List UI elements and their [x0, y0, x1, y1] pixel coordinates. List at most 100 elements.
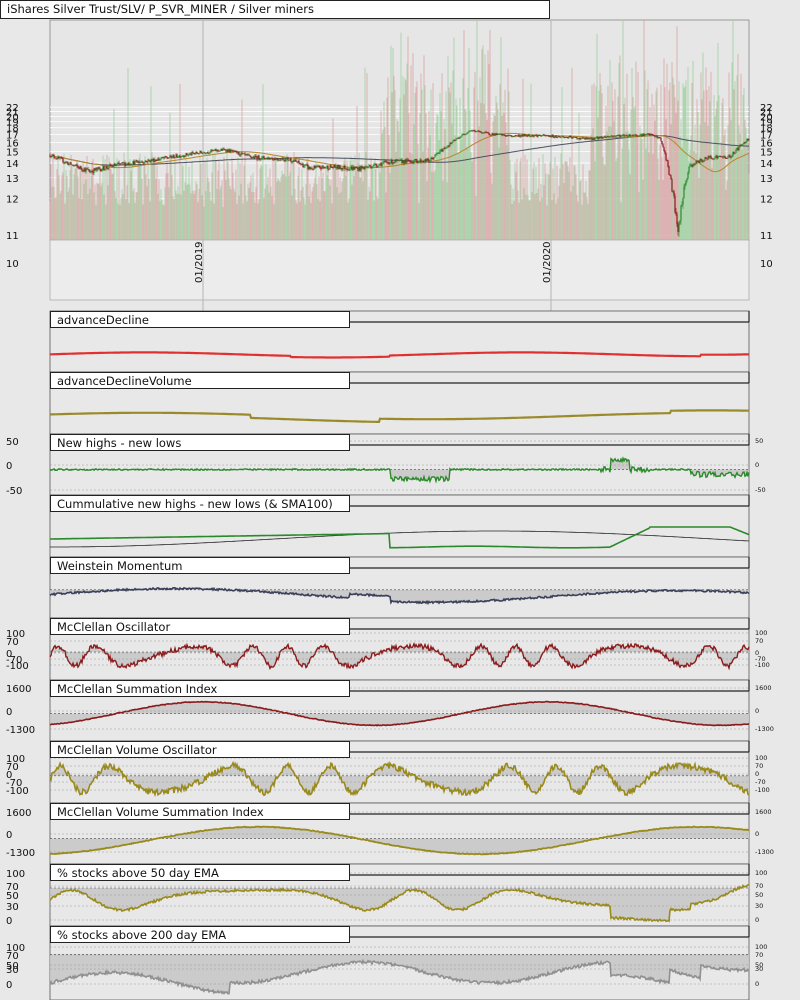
volume-bar [481, 49, 483, 240]
volume-bar [542, 154, 544, 240]
volume-bar [240, 183, 242, 240]
volume-bar [671, 61, 673, 240]
candle-body [162, 157, 164, 158]
candle-body [468, 131, 470, 133]
price-tick-label-left: 20 [6, 112, 19, 123]
candle-body [202, 152, 204, 154]
candle-body [654, 135, 656, 137]
volume-bar [436, 113, 438, 240]
volume-bar [275, 160, 277, 240]
candle-body [57, 156, 59, 160]
candle-body [311, 168, 313, 170]
candle-body [95, 168, 97, 171]
volume-bar [708, 85, 710, 240]
candle-body [165, 156, 167, 158]
candle-body [700, 159, 702, 161]
volume-bar [324, 191, 326, 240]
candle-body [437, 153, 439, 154]
volume-bar [562, 163, 564, 240]
candle-body [301, 163, 303, 165]
candle-body [128, 163, 130, 165]
volume-bar [712, 157, 714, 240]
candle-body [164, 156, 166, 159]
candle-body [258, 155, 260, 159]
candle-body [608, 136, 610, 138]
candle-body [496, 133, 498, 135]
volume-bar [140, 164, 142, 240]
candle-body [422, 161, 424, 163]
volume-bar [450, 82, 452, 240]
candle-body [503, 134, 505, 136]
volume-bar [612, 100, 614, 240]
volume-bar [165, 173, 167, 240]
candle-body [746, 138, 748, 142]
panel-tick-label-left: 70 [6, 882, 19, 893]
candle-body [365, 166, 367, 168]
candle-body [490, 134, 492, 136]
volume-bar [279, 181, 281, 240]
panel-tick-label-left: 100 [6, 629, 25, 640]
volume-bar [304, 204, 306, 240]
volume-bar [174, 158, 176, 240]
chart-title: iShares Silver Trust/SLV/ P_SVR_MINER / … [0, 0, 550, 19]
volume-bar [286, 154, 288, 240]
candle-body [589, 137, 591, 140]
volume-bar [222, 206, 224, 240]
volume-bar [335, 162, 337, 240]
volume-bar [680, 119, 682, 240]
candle-body [735, 149, 737, 154]
volume-bar [498, 147, 500, 240]
volume-bar [313, 183, 315, 240]
volume-bar [272, 155, 274, 240]
volume-bar [654, 120, 656, 240]
candle-body [118, 162, 120, 164]
price-tick-label-left: 15 [6, 148, 19, 159]
candle-body [275, 158, 277, 160]
candle-body [585, 137, 587, 140]
volume-bar [653, 104, 655, 241]
volume-bar [426, 181, 428, 240]
candle-body [550, 135, 552, 137]
candle-body [523, 134, 525, 137]
candle-body [558, 135, 560, 137]
candle-body [420, 159, 422, 163]
volume-bar [374, 158, 376, 240]
candle-body [209, 152, 211, 153]
candle-body [207, 152, 209, 154]
volume-bar [720, 142, 722, 240]
volume-bar [661, 157, 663, 240]
candle-body [649, 134, 651, 136]
volume-bar [730, 120, 732, 240]
series-line-weinstein [49, 586, 750, 605]
candle-body [215, 149, 217, 152]
volume-bar [601, 93, 603, 240]
volume-bar [655, 91, 657, 240]
candle-body [271, 158, 273, 160]
candle-body [562, 136, 564, 138]
candle-body [74, 165, 76, 167]
volume-bar [384, 127, 386, 240]
volume-bar [704, 121, 706, 240]
candle-body [436, 153, 438, 155]
volume-bar [635, 61, 637, 240]
volume-bar [189, 184, 191, 240]
volume-bar [559, 168, 561, 240]
candle-body [572, 136, 574, 139]
candle-body [581, 137, 583, 139]
volume-bar [518, 202, 520, 240]
volume-bar [97, 184, 99, 240]
volume-bar [464, 108, 466, 240]
candle-body [499, 133, 501, 135]
candle-body [460, 136, 462, 138]
candle-body [598, 136, 600, 140]
candle-body [344, 166, 346, 170]
volume-bar [177, 186, 179, 240]
volume-bar [101, 182, 103, 240]
candle-body [320, 168, 322, 170]
volume-bar [263, 197, 265, 240]
volume-bar [672, 77, 674, 240]
price-tick-label-left: 12 [6, 195, 19, 206]
volume-bar [250, 175, 252, 240]
volume-bar [613, 121, 615, 240]
candle-body [293, 160, 295, 162]
